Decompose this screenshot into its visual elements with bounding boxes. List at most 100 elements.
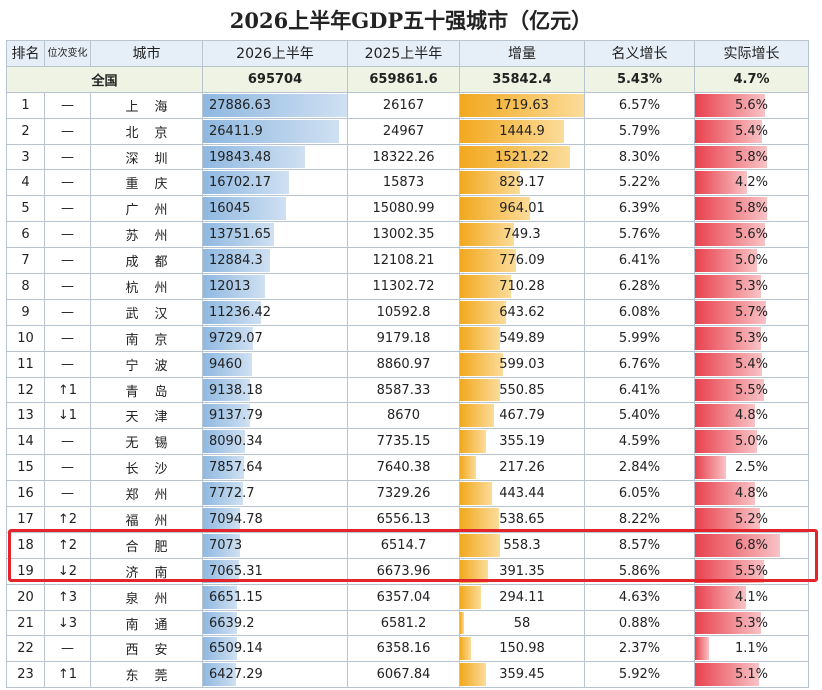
nominal-growth-cell: 5.99%	[584, 324, 695, 352]
real-growth-cell: 4.1%	[694, 583, 809, 611]
h1-2026-bar	[203, 637, 237, 661]
table-row: 14 — 无锡 8090.34 7735.15 355.19 4.59% 5.0%	[6, 428, 809, 456]
change-cell-text: —	[61, 201, 74, 217]
h1-2025-cell: 10592.8	[347, 298, 460, 326]
city-cell-text: 无锡	[125, 436, 184, 452]
h1-2026-cell: 6651.15	[202, 583, 348, 611]
h1-2025-cell-text: 8860.97	[376, 356, 431, 372]
h1-2025-cell-text: 13002.35	[372, 227, 435, 243]
total-row: 全国 695704 659861.6 35842.4 5.43% 4.7%	[6, 65, 809, 93]
increase-bar	[460, 300, 507, 324]
h1-2025-cell-text: 15873	[382, 175, 425, 191]
change-cell: ↑1	[44, 376, 91, 404]
increase-bar	[460, 145, 570, 169]
h1-2026-cell: 7857.64	[202, 454, 348, 482]
increase-bar	[460, 430, 486, 454]
h1-2026-cell-text: 7073	[209, 537, 243, 553]
rank-cell-text: 20	[17, 589, 34, 605]
h1-2026-cell: 9138.18	[202, 376, 348, 404]
change-cell: ↑3	[44, 583, 91, 611]
city-cell: 武汉	[90, 298, 203, 326]
header-real-growth: 实际增长	[694, 40, 809, 67]
nominal-growth-cell-text: 6.39%	[618, 201, 661, 217]
change-cell: —	[44, 117, 91, 145]
h1-2025-cell-text: 6514.7	[380, 537, 427, 553]
table-row: 17 ↑2 福州 7094.78 6556.13 538.65 8.22% 5.2%	[6, 506, 809, 533]
increase-cell: 964.01	[459, 195, 585, 223]
h1-2026-bar	[203, 430, 245, 454]
table-row: 6 — 苏州 13751.65 13002.35 749.3 5.76% 5.6%	[6, 221, 809, 249]
nominal-growth-cell-text: 5.76%	[618, 227, 661, 243]
change-cell-text: ↑2	[57, 511, 78, 527]
total-nominal-growth: 5.43%	[584, 65, 695, 93]
increase-cell-text: 1444.9	[499, 123, 545, 139]
rank-cell: 23	[6, 661, 45, 689]
real-growth-cell-text: 4.8%	[734, 486, 769, 502]
increase-cell: 1521.22	[459, 143, 585, 171]
nominal-growth-cell: 8.22%	[584, 506, 695, 533]
h1-2026-cell-text: 8090.34	[209, 434, 263, 450]
increase-cell-text: 643.62	[499, 304, 545, 320]
real-growth-bar	[695, 197, 768, 221]
h1-2026-cell: 7772.7	[202, 480, 348, 508]
h1-2025-cell-text: 6556.13	[376, 511, 431, 527]
rank-cell-text: 7	[21, 253, 30, 269]
increase-bar	[460, 456, 476, 480]
city-cell-text: 广州	[125, 203, 184, 219]
increase-cell: 550.85	[459, 376, 585, 404]
real-growth-cell-text: 5.6%	[734, 227, 769, 243]
header-change: 位次变化	[44, 40, 91, 67]
increase-bar	[460, 352, 504, 376]
h1-2026-bar	[203, 663, 237, 687]
rank-cell-text: 19	[17, 563, 34, 579]
table-row: 5 — 广州 16045 15080.99 964.01 6.39% 5.8%	[6, 195, 809, 223]
real-growth-cell: 5.5%	[694, 376, 809, 404]
h1-2025-cell: 8670	[347, 402, 460, 430]
change-cell: ↑1	[44, 661, 91, 689]
h1-2025-cell-text: 18322.26	[372, 149, 435, 165]
real-growth-cell: 5.8%	[694, 195, 809, 223]
increase-cell: 467.79	[459, 402, 585, 430]
rank-cell: 11	[6, 350, 45, 378]
change-cell-text: ↓1	[57, 408, 78, 424]
city-cell-text: 武汉	[125, 306, 184, 322]
total-h1-2025: 659861.6	[347, 65, 460, 93]
rank-cell-text: 17	[17, 511, 34, 527]
table-row: 19 ↓2 济南 7065.31 6673.96 391.35 5.86% 5.5%	[6, 557, 809, 585]
increase-cell: 538.65	[459, 506, 585, 533]
increase-cell-text: 443.44	[499, 486, 545, 502]
h1-2026-cell: 16702.17	[202, 169, 348, 197]
increase-cell-text: 1719.63	[495, 97, 549, 113]
table-row: 13 ↓1 天津 9137.79 8670 467.79 5.40% 4.8%	[6, 402, 809, 430]
city-cell-text: 西安	[125, 643, 184, 659]
change-cell-text: ↓2	[57, 563, 78, 579]
rank-cell: 12	[6, 376, 45, 404]
city-cell: 重庆	[90, 169, 203, 197]
increase-bar	[460, 223, 515, 247]
real-growth-cell: 5.0%	[694, 247, 809, 275]
h1-2026-bar	[203, 611, 238, 635]
h1-2026-cell: 7065.31	[202, 557, 348, 585]
increase-cell: 643.62	[459, 298, 585, 326]
table-row: 3 — 深圳 19843.48 18322.26 1521.22 8.30% 5.8%	[6, 143, 809, 171]
rank-cell-text: 10	[17, 330, 34, 346]
rank-cell: 14	[6, 428, 45, 456]
real-growth-cell-text: 5.5%	[734, 382, 769, 398]
rank-cell-text: 23	[17, 667, 34, 683]
h1-2025-cell-text: 15080.99	[372, 201, 435, 217]
real-growth-cell-text: 5.3%	[734, 615, 769, 631]
nominal-growth-cell-text: 5.99%	[618, 330, 661, 346]
table-row: 12 ↑1 青岛 9138.18 8587.33 550.85 6.41% 5.5%	[6, 376, 809, 404]
real-growth-bar	[695, 145, 768, 169]
rank-cell-text: 22	[17, 641, 34, 657]
increase-bar	[460, 559, 489, 583]
h1-2026-bar	[203, 378, 251, 402]
h1-2026-cell-text: 12013	[209, 278, 251, 294]
city-cell: 杭州	[90, 273, 203, 300]
h1-2025-cell-text: 24967	[382, 123, 425, 139]
nominal-growth-cell-text: 6.08%	[618, 304, 661, 320]
h1-2026-cell-text: 16045	[209, 201, 251, 217]
nominal-growth-cell: 2.84%	[584, 454, 695, 482]
nominal-growth-cell-text: 6.05%	[618, 486, 661, 502]
h1-2025-cell-text: 7329.26	[376, 486, 431, 502]
